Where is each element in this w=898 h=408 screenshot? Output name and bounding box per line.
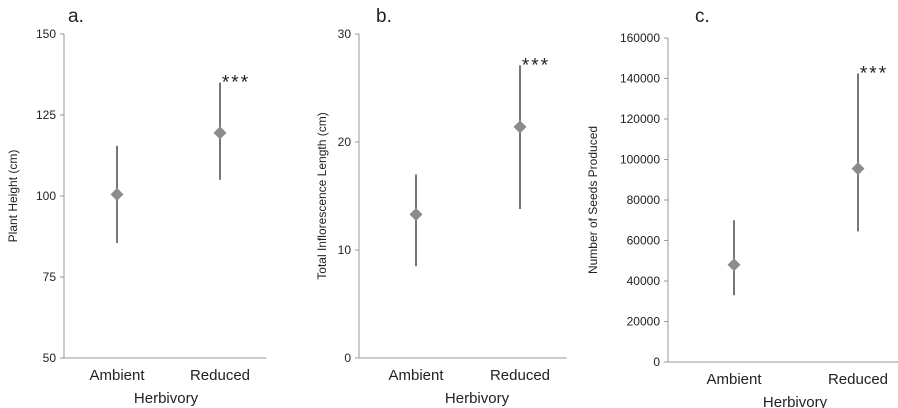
x-category-label: Ambient: [89, 367, 145, 384]
x-category-label: Reduced: [190, 367, 250, 384]
y-tick-label: 0: [653, 355, 660, 369]
y-tick-label: 50: [43, 351, 57, 365]
y-tick-label: 100: [36, 189, 56, 203]
y-axis-title: Number of Seeds Produced: [586, 126, 600, 274]
mean-marker: [513, 120, 527, 134]
x-category-label: Reduced: [828, 371, 888, 388]
y-axis-title: Plant Height (cm): [6, 150, 20, 243]
x-axis-title: Herbivory: [134, 390, 199, 407]
x-axis-title: Herbivory: [763, 394, 828, 408]
significance-label: ***: [860, 63, 888, 84]
significance-label: ***: [522, 55, 550, 76]
y-axis-title: Total Inflorescence Length (cm): [315, 112, 329, 279]
mean-marker: [110, 187, 124, 201]
mean-marker: [727, 258, 741, 272]
mean-marker: [851, 162, 865, 176]
x-category-label: Ambient: [706, 371, 762, 388]
y-tick-label: 120000: [620, 112, 660, 126]
y-tick-label: 140000: [620, 72, 660, 86]
significance-label: ***: [222, 73, 250, 94]
y-tick-label: 125: [36, 108, 56, 122]
x-category-label: Ambient: [388, 367, 444, 384]
y-tick-label: 60000: [627, 234, 661, 248]
y-tick-label: 0: [344, 351, 351, 365]
y-tick-label: 40000: [627, 274, 661, 288]
y-tick-label: 160000: [620, 31, 660, 45]
y-tick-label: 150: [36, 27, 56, 41]
y-tick-label: 100000: [620, 153, 660, 167]
y-tick-label: 10: [338, 243, 352, 257]
y-tick-label: 20: [338, 135, 352, 149]
mean-marker: [409, 207, 423, 221]
y-tick-label: 75: [43, 270, 57, 284]
x-axis-title: Herbivory: [445, 390, 510, 407]
panel-label: a.: [68, 6, 84, 27]
x-category-label: Reduced: [490, 367, 550, 384]
mean-marker: [213, 126, 227, 140]
panel-label: b.: [376, 6, 392, 27]
y-tick-label: 20000: [627, 315, 661, 329]
y-tick-label: 80000: [627, 193, 661, 207]
panel-label: c.: [695, 6, 710, 27]
y-tick-label: 30: [338, 27, 352, 41]
